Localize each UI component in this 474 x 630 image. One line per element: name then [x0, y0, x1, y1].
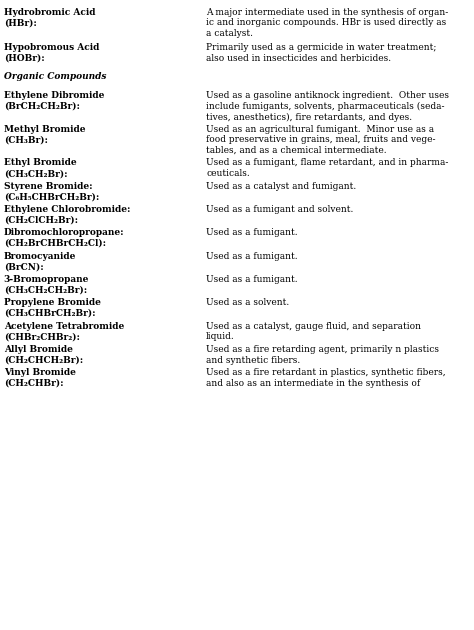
Text: Hydrobromic Acid
(HBr):: Hydrobromic Acid (HBr):	[4, 8, 95, 27]
Text: Styrene Bromide:
(C₆H₅CHBrCH₂Br):: Styrene Bromide: (C₆H₅CHBrCH₂Br):	[4, 181, 99, 202]
Text: Organic Compounds: Organic Compounds	[4, 72, 106, 81]
Text: A major intermediate used in the synthesis of organ-
ic and inorganic compounds.: A major intermediate used in the synthes…	[206, 8, 448, 38]
Text: Acetylene Tetrabromide
(CHBr₂CHBr₂):: Acetylene Tetrabromide (CHBr₂CHBr₂):	[4, 321, 124, 341]
Text: Hypobromous Acid
(HOBr):: Hypobromous Acid (HOBr):	[4, 43, 99, 62]
Text: Used as a fumigant and solvent.: Used as a fumigant and solvent.	[206, 205, 354, 214]
Text: Ethylene Dibromide
(BrCH₂CH₂Br):: Ethylene Dibromide (BrCH₂CH₂Br):	[4, 91, 104, 110]
Text: Used as a catalyst, gauge fluid, and separation
liquid.: Used as a catalyst, gauge fluid, and sep…	[206, 321, 421, 341]
Text: Used as a catalyst and fumigant.: Used as a catalyst and fumigant.	[206, 181, 356, 191]
Text: Used as a solvent.: Used as a solvent.	[206, 298, 290, 307]
Text: 3-Bromopropane
(CH₃CH₂CH₂Br):: 3-Bromopropane (CH₃CH₂CH₂Br):	[4, 275, 89, 295]
Text: Allyl Bromide
(CH₂CHCH₂Br):: Allyl Bromide (CH₂CHCH₂Br):	[4, 345, 83, 365]
Text: Ethyl Bromide
(CH₃CH₂Br):: Ethyl Bromide (CH₃CH₂Br):	[4, 158, 76, 178]
Text: Propylene Bromide
(CH₃CHBrCH₂Br):: Propylene Bromide (CH₃CHBrCH₂Br):	[4, 298, 100, 318]
Text: Used as a fumigant, flame retardant, and in pharma-
ceuticals.: Used as a fumigant, flame retardant, and…	[206, 158, 448, 178]
Text: Primarily used as a germicide in water treatment;
also used in insecticides and : Primarily used as a germicide in water t…	[206, 43, 437, 62]
Text: Used as a fumigant.: Used as a fumigant.	[206, 228, 298, 238]
Text: Used as a fire retarding agent, primarily n plastics
and synthetic fibers.: Used as a fire retarding agent, primaril…	[206, 345, 439, 365]
Text: Used as a fire retardant in plastics, synthetic fibers,
and also as an intermedi: Used as a fire retardant in plastics, sy…	[206, 368, 446, 388]
Text: Vinyl Bromide
(CH₂CHBr):: Vinyl Bromide (CH₂CHBr):	[4, 368, 76, 388]
Text: Used as an agricultural fumigant.  Minor use as a
food preservative in grains, m: Used as an agricultural fumigant. Minor …	[206, 125, 436, 155]
Text: Bromocyanide
(BrCN):: Bromocyanide (BrCN):	[4, 251, 76, 272]
Text: Dibromochloropropane:
(CH₂BrCHBrCH₂Cl):: Dibromochloropropane: (CH₂BrCHBrCH₂Cl):	[4, 228, 124, 248]
Text: Used as a fumigant.: Used as a fumigant.	[206, 251, 298, 261]
Text: Methyl Bromide
(CH₃Br):: Methyl Bromide (CH₃Br):	[4, 125, 85, 144]
Text: Used as a gasoline antiknock ingredient.  Other uses
include fumigants, solvents: Used as a gasoline antiknock ingredient.…	[206, 91, 449, 122]
Text: Used as a fumigant.: Used as a fumigant.	[206, 275, 298, 284]
Text: Ethylene Chlorobromide:
(CH₂ClCH₂Br):: Ethylene Chlorobromide: (CH₂ClCH₂Br):	[4, 205, 130, 225]
